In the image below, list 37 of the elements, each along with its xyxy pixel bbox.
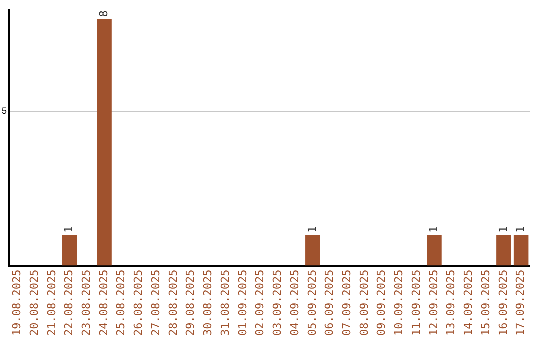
x-tick-label: 31.08.2025 <box>218 270 232 336</box>
x-tick-label: 08.09.2025 <box>358 270 371 336</box>
x-tick-label: 16.09.2025 <box>496 270 510 336</box>
data-label: 8 <box>97 10 110 18</box>
data-label: 1 <box>427 226 440 233</box>
x-tick-label: 10.09.2025 <box>392 270 406 336</box>
x-tick-label: 25.08.2025 <box>114 270 128 336</box>
x-tick-label: 30.08.2025 <box>202 270 215 336</box>
x-tick-label: 28.08.2025 <box>166 270 180 336</box>
x-tick-label: 13.09.2025 <box>444 270 458 336</box>
x-tick-label: 06.09.2025 <box>323 270 336 336</box>
data-label: 1 <box>496 226 510 233</box>
x-tick-label: 21.08.2025 <box>45 270 58 336</box>
x-tick-label: 15.09.2025 <box>479 270 492 336</box>
x-tick-label: 19.08.2025 <box>10 270 24 336</box>
y-tick-label: 5 <box>2 106 8 116</box>
x-tick-label: 20.08.2025 <box>28 270 41 336</box>
data-label: 1 <box>62 226 76 233</box>
x-tick-label: 29.08.2025 <box>184 270 198 336</box>
x-tick-label: 27.08.2025 <box>149 270 162 336</box>
x-tick-label: 02.09.2025 <box>254 270 267 336</box>
x-tick-label: 14.09.2025 <box>462 270 476 336</box>
data-label: 1 <box>514 226 528 233</box>
x-tick-label: 07.09.2025 <box>340 270 354 336</box>
x-tick-label: 01.09.2025 <box>236 270 250 336</box>
x-tick-label: 22.08.2025 <box>62 270 76 336</box>
x-tick-label: 12.09.2025 <box>427 270 440 336</box>
x-tick-label: 24.08.2025 <box>97 270 110 336</box>
x-tick-label: 17.09.2025 <box>514 270 528 336</box>
x-tick-label: 03.09.2025 <box>271 270 284 336</box>
x-tick-label: 04.09.2025 <box>288 270 302 336</box>
x-tick-label: 09.09.2025 <box>375 270 388 336</box>
x-tick-label: 23.08.2025 <box>80 270 94 336</box>
x-tick-label: 26.08.2025 <box>132 270 146 336</box>
x-tick-label: 05.09.2025 <box>306 270 319 336</box>
data-label: 1 <box>306 226 319 233</box>
x-tick-label: 11.09.2025 <box>410 270 423 336</box>
